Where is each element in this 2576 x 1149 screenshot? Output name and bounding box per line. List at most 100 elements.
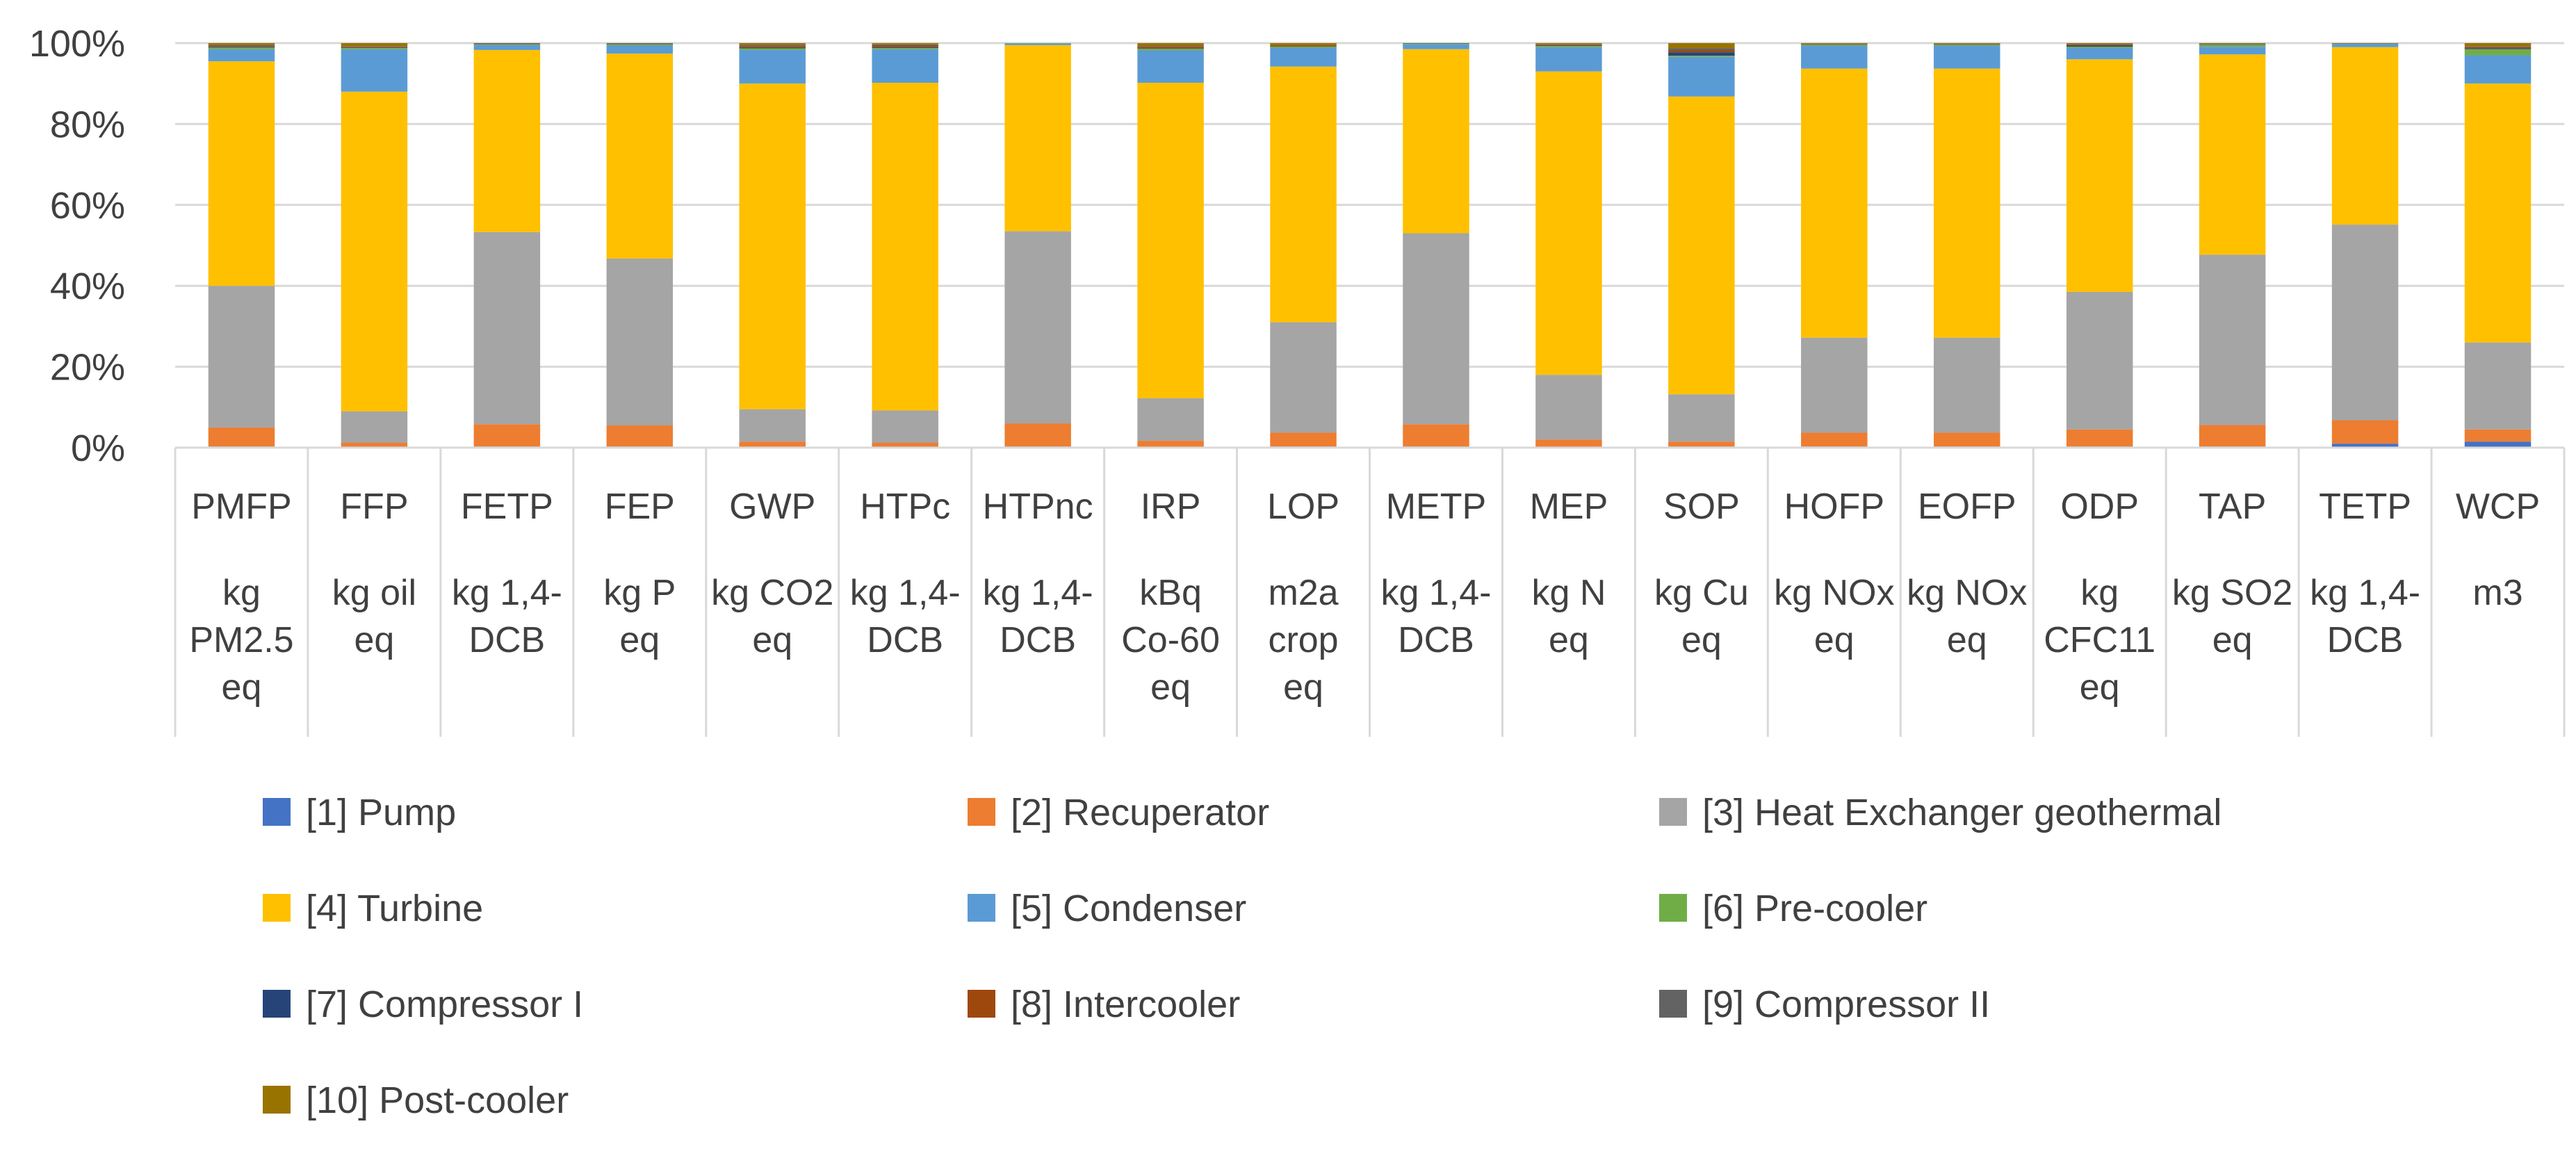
bar-segment [739,44,806,47]
bar-segment [2464,49,2532,56]
category-label: MEP [1530,487,1608,527]
bar-segment [1801,432,1868,447]
category-label: LOP [1267,487,1339,527]
bar-segment [2331,44,2399,47]
bar-segment [1934,337,2000,433]
bar-segment [1270,47,1337,48]
bar-segment [739,48,806,50]
bar-segment [1934,44,2000,45]
category-label: HTPc [860,487,950,527]
bar-segment [1801,43,1868,44]
legend-label: [4] Turbine [306,888,483,929]
bar-segment [1137,46,1204,47]
bar-segment [208,47,275,49]
bar-segment [2199,425,2266,447]
bar-segment [1801,44,1868,45]
bar-segment [2464,47,2532,49]
bar-segment [606,44,674,46]
bar-segment [1403,43,1469,44]
bar-segment [872,44,938,45]
bar-segment [1535,46,1602,47]
bar-segment [1004,231,1071,424]
bar-segment [872,49,938,83]
bar-segment [2464,441,2532,448]
unit-label: m2a crop eq [1268,573,1338,708]
bar-segment [739,83,806,409]
legend-label: [8] Intercooler [1011,984,1240,1025]
bar-segment [872,83,938,411]
legend-swatch [1659,798,1687,826]
bar-segment [2066,291,2133,430]
unit-label: kg 1,4-DCB [1380,573,1491,660]
bar-segment [2331,47,2399,225]
unit-label: kBq Co-60 eq [1121,573,1220,708]
bar-segment [473,231,541,425]
bar-segment [1668,52,1735,56]
category-label: PMFP [191,487,291,527]
legend-label: [7] Compressor I [306,984,583,1025]
bar-segment [2199,254,2266,425]
bar-segment [2464,55,2532,84]
bar-segment [1137,50,1204,83]
category-label: WCP [2456,487,2540,527]
bar-segment [1535,44,1602,46]
bar-segment [1668,56,1735,97]
category-label: HOFP [1784,487,1884,527]
bar-segment [341,49,408,92]
bar-segment [341,43,408,47]
bar-segment [1004,44,1071,231]
bar-segment [2464,83,2532,343]
bar-segment [341,47,408,48]
bar-segment [2464,342,2532,430]
bar-segment [1535,375,1602,440]
bar-segment [2066,429,2133,447]
unit-label: kg NOx eq [1774,573,1894,660]
bar-segment [1004,423,1071,447]
bar-segment [1801,68,1868,338]
unit-label: kg 1,4-DCB [983,573,1093,660]
bar-segment [2199,44,2266,45]
y-tick-label: 0% [71,427,125,469]
legend-swatch [263,1086,291,1114]
legend-swatch [263,798,291,826]
unit-label: kg oil eq [332,573,416,660]
bar-segment [606,425,674,447]
bar-segment [1403,424,1469,447]
bar-segment [1403,44,1469,49]
bar-segment [872,443,938,447]
bar-segment [1535,44,1602,45]
bar-segment [2331,443,2399,448]
bar-segment [208,427,275,447]
bar-segment [1535,439,1602,447]
category-label: FFP [340,487,408,527]
y-tick-label: 100% [29,23,125,65]
category-label: HTPnc [983,487,1093,527]
bar-segment [2066,47,2133,60]
unit-label: kg 1,4-DCB [850,573,961,660]
bar-segment [1137,441,1204,447]
legend-label: [10] Post-cooler [306,1079,569,1121]
bar-segment [1137,49,1204,51]
category-label: FEP [605,487,675,527]
unit-label: kg NOx eq [1907,573,2027,660]
bar-segment [208,49,275,62]
bar-segment [1934,43,2000,44]
bar-segment [739,47,806,49]
unit-label: kg Cu eq [1654,573,1749,660]
legend-label: [6] Pre-cooler [1702,888,1927,929]
legend-label: [3] Heat Exchanger geothermal [1702,792,2222,833]
bar-segment [606,258,674,426]
bar-segment [1137,43,1204,47]
unit-label: kg 1,4-DCB [452,573,562,660]
bar-segment [872,47,938,48]
legend-swatch [1659,894,1687,922]
bar-segment [473,44,541,45]
bar-segment [739,43,806,45]
bar-segment [2331,420,2399,444]
category-label: GWP [729,487,815,527]
bar-segment [1270,66,1337,323]
bar-segment [1801,46,1868,69]
legend: [1] Pump [2] Recuperator [3] Heat Exchange… [263,792,2222,1121]
bar-segment [2199,54,2266,255]
